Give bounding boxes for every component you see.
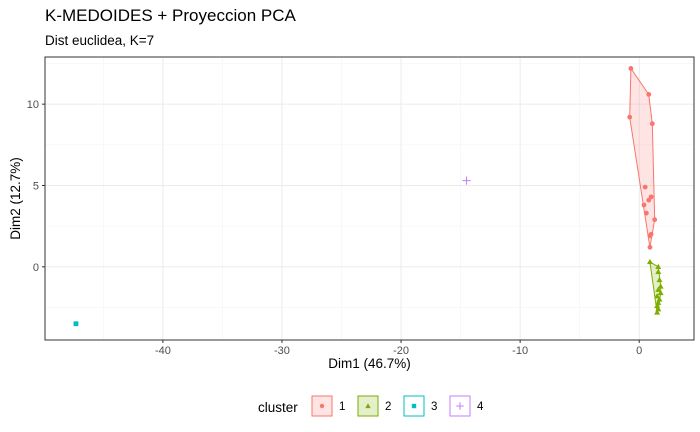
axis-tick-labels: -40 -30 -20 -10 0 0 5 10 bbox=[27, 99, 643, 357]
cluster-1-point bbox=[642, 184, 648, 190]
data-points bbox=[73, 65, 664, 327]
x-tick-label: 0 bbox=[636, 345, 642, 357]
legend-marker-3 bbox=[411, 403, 417, 409]
legend-label-1: 1 bbox=[339, 401, 345, 413]
cluster-2-point bbox=[655, 286, 662, 292]
x-axis-title: Dim1 (46.7%) bbox=[328, 356, 411, 371]
legend-label-4: 4 bbox=[477, 401, 484, 413]
cluster-2-point bbox=[654, 309, 661, 315]
y-axis-title: Dim2 (12.7%) bbox=[8, 157, 23, 240]
cluster-2-point bbox=[646, 258, 653, 265]
x-tick-label: -20 bbox=[393, 345, 409, 357]
cluster-1-point bbox=[627, 114, 633, 120]
chart-title: K-MEDOIDES + Proyeccion PCA bbox=[45, 6, 296, 25]
cluster-3-point bbox=[73, 321, 79, 327]
cluster-1-point bbox=[647, 233, 653, 239]
cluster-4-point bbox=[462, 176, 471, 185]
legend-marker-2 bbox=[365, 403, 371, 409]
legend: cluster 1 2 3 4 bbox=[258, 395, 484, 417]
cluster-2-point bbox=[655, 268, 662, 274]
cluster-1-point bbox=[649, 121, 655, 127]
x-tick-label: -10 bbox=[512, 345, 528, 357]
y-tick-label: 10 bbox=[27, 99, 39, 111]
cluster-1-point bbox=[647, 244, 653, 250]
cluster-1-point bbox=[646, 197, 652, 203]
cluster-1-point bbox=[628, 65, 634, 71]
legend-title: cluster bbox=[258, 400, 298, 415]
y-tick-label: 5 bbox=[33, 180, 39, 192]
cluster-2-point bbox=[656, 276, 663, 283]
legend-key-4 bbox=[449, 395, 471, 417]
legend-marker-1 bbox=[319, 403, 325, 409]
minor-grid bbox=[45, 57, 694, 340]
legend-item-2: 2 bbox=[357, 395, 391, 417]
cluster-1-point bbox=[646, 92, 652, 97]
legend-item-1: 1 bbox=[311, 395, 345, 417]
chart-subtitle: Dist euclidea, K=7 bbox=[45, 33, 155, 48]
cluster-1-point bbox=[643, 210, 649, 216]
x-tick-label: -40 bbox=[155, 345, 171, 357]
cluster-2-point bbox=[657, 283, 664, 289]
cluster-1-point bbox=[652, 217, 658, 223]
legend-item-3: 3 bbox=[403, 395, 437, 417]
legend-label-3: 3 bbox=[431, 401, 437, 413]
x-tick-label: -30 bbox=[274, 345, 290, 357]
axis-ticks bbox=[42, 103, 640, 343]
plot-panel-border bbox=[44, 56, 695, 341]
cluster-2-point bbox=[654, 293, 661, 299]
y-tick-label: 0 bbox=[33, 262, 39, 274]
cluster-2-point bbox=[655, 263, 662, 270]
legend-label-2: 2 bbox=[385, 401, 391, 413]
major-grid bbox=[45, 57, 694, 340]
cluster-2-point bbox=[657, 289, 664, 296]
cluster-hulls bbox=[629, 66, 662, 313]
legend-item-4: 4 bbox=[449, 395, 484, 417]
legend-key-3 bbox=[403, 395, 425, 417]
cluster-1-point bbox=[641, 202, 647, 208]
legend-marker-4 bbox=[456, 402, 464, 410]
